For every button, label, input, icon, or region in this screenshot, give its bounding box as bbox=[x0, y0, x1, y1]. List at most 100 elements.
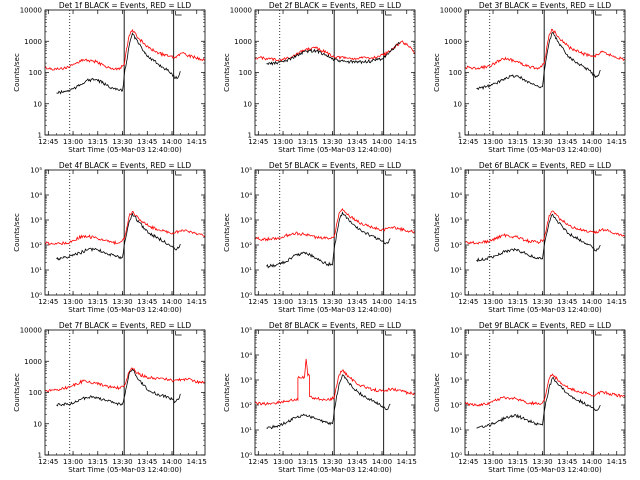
panel-det-2: Det 2f BLACK = Events, RED = LLD 1 10 100 10… bbox=[223, 1, 417, 154]
x-tick-label: 14:00 bbox=[582, 298, 602, 306]
x-tick-label: 14:00 bbox=[162, 298, 182, 306]
y-tick-label: 10¹ bbox=[30, 267, 42, 275]
x-axis-label: Start Time (05-Mar-03 12:40:00) bbox=[68, 306, 182, 314]
x-tick-label: 14:15 bbox=[397, 458, 417, 466]
plot-frame bbox=[44, 329, 206, 456]
y-tick-label: 100 bbox=[29, 389, 42, 397]
x-tick-label: 13:15 bbox=[508, 458, 528, 466]
y-axis-label: Counts/sec bbox=[223, 213, 231, 252]
y-tick-label: 10⁴ bbox=[450, 352, 462, 360]
y-tick-label: 10 bbox=[243, 100, 252, 108]
panel-det-5: Det 5f BLACK = Events, RED = LLD 10⁰ 10¹ 10… bbox=[223, 161, 417, 314]
plot-frame bbox=[44, 9, 206, 136]
corner-marker bbox=[595, 11, 602, 16]
x-tick-label: 13:15 bbox=[298, 138, 318, 146]
y-tick-label: 10⁵ bbox=[240, 167, 252, 175]
lld-series-line bbox=[254, 40, 416, 62]
plot-frame bbox=[464, 329, 626, 456]
x-tick-label: 13:15 bbox=[298, 458, 318, 466]
corner-marker bbox=[595, 171, 602, 176]
y-tick-label: 10⁵ bbox=[30, 167, 42, 175]
events-series-line bbox=[476, 376, 601, 429]
panel-det-7: Det 7f BLACK = Events, RED = LLD 1 10 100 10… bbox=[13, 321, 207, 474]
panel-det-1: Det 1f BLACK = Events, RED = LLD 1 10 100 10… bbox=[13, 1, 207, 154]
y-tick-label: 10⁵ bbox=[240, 327, 252, 335]
y-tick-label: 10¹ bbox=[240, 427, 252, 435]
x-tick-label: 12:45 bbox=[248, 458, 268, 466]
x-tick-label: 13:15 bbox=[298, 298, 318, 306]
panel-title: Det 3f BLACK = Events, RED = LLD bbox=[479, 1, 612, 10]
y-tick-label: 10¹ bbox=[240, 267, 252, 275]
x-tick-label: 13:45 bbox=[347, 458, 367, 466]
x-tick-label: 14:00 bbox=[372, 458, 392, 466]
lld-series-line bbox=[44, 367, 206, 392]
corner-marker bbox=[175, 331, 182, 336]
y-axis-label: Counts/sec bbox=[13, 213, 21, 252]
x-tick-label: 13:00 bbox=[273, 138, 293, 146]
panel-title: Det 4f BLACK = Events, RED = LLD bbox=[59, 161, 192, 170]
events-series-line bbox=[476, 213, 601, 263]
panel-title: Det 8f BLACK = Events, RED = LLD bbox=[269, 321, 402, 330]
y-axis-label: Counts/sec bbox=[433, 213, 441, 252]
y-tick-label: 10² bbox=[450, 402, 462, 410]
y-tick-label: 1000 bbox=[444, 38, 462, 46]
x-tick-label: 13:45 bbox=[347, 138, 367, 146]
x-axis-label: Start Time (05-Mar-03 12:40:00) bbox=[278, 146, 392, 154]
y-tick-label: 10000 bbox=[230, 7, 252, 15]
plot-frame bbox=[464, 9, 626, 136]
plot-frame bbox=[254, 9, 416, 136]
panel-title: Det 5f BLACK = Events, RED = LLD bbox=[269, 161, 402, 170]
y-tick-label: 1 bbox=[38, 132, 42, 140]
x-tick-label: 14:00 bbox=[372, 298, 392, 306]
y-tick-label: 1000 bbox=[24, 38, 42, 46]
x-tick-label: 14:00 bbox=[162, 138, 182, 146]
y-tick-label: 1 bbox=[248, 132, 252, 140]
x-tick-label: 14:00 bbox=[582, 458, 602, 466]
corner-marker bbox=[385, 331, 392, 336]
x-tick-label: 12:45 bbox=[38, 298, 58, 306]
x-tick-label: 13:00 bbox=[273, 458, 293, 466]
x-tick-label: 13:15 bbox=[88, 458, 108, 466]
x-tick-label: 12:45 bbox=[248, 138, 268, 146]
x-tick-label: 13:00 bbox=[483, 138, 503, 146]
x-tick-label: 14:00 bbox=[162, 458, 182, 466]
y-tick-label: 100 bbox=[449, 69, 462, 77]
lld-series-line bbox=[464, 28, 626, 70]
events-series-line bbox=[56, 212, 181, 261]
y-tick-label: 10000 bbox=[20, 7, 42, 15]
x-tick-label: 12:45 bbox=[458, 138, 478, 146]
panel-det-9: Det 9f BLACK = Events, RED = LLD 10⁰ 10¹ 10… bbox=[433, 321, 627, 474]
x-tick-label: 13:30 bbox=[322, 138, 342, 146]
y-tick-label: 10² bbox=[240, 402, 252, 410]
x-tick-label: 14:15 bbox=[607, 298, 627, 306]
x-tick-label: 13:15 bbox=[88, 138, 108, 146]
y-axis-label: Counts/sec bbox=[433, 53, 441, 92]
lld-series-line bbox=[254, 358, 416, 406]
x-tick-label: 13:30 bbox=[322, 458, 342, 466]
x-tick-label: 13:45 bbox=[137, 298, 157, 306]
x-tick-label: 12:45 bbox=[38, 138, 58, 146]
x-tick-label: 12:45 bbox=[38, 458, 58, 466]
panel-det-4: Det 4f BLACK = Events, RED = LLD 10⁰ 10¹ 10… bbox=[13, 161, 207, 314]
y-tick-label: 10³ bbox=[450, 377, 462, 385]
x-tick-label: 13:30 bbox=[322, 298, 342, 306]
x-tick-label: 13:45 bbox=[137, 458, 157, 466]
x-tick-label: 14:15 bbox=[187, 458, 207, 466]
x-tick-label: 13:30 bbox=[532, 458, 552, 466]
x-tick-label: 14:15 bbox=[397, 298, 417, 306]
events-series-line bbox=[266, 374, 391, 430]
lld-series-line bbox=[464, 373, 626, 407]
x-tick-label: 14:15 bbox=[607, 458, 627, 466]
x-tick-label: 12:45 bbox=[458, 458, 478, 466]
x-tick-label: 13:30 bbox=[532, 298, 552, 306]
x-tick-label: 13:45 bbox=[557, 298, 577, 306]
x-axis-label: Start Time (05-Mar-03 12:40:00) bbox=[488, 306, 602, 314]
x-tick-label: 13:00 bbox=[63, 458, 83, 466]
y-tick-label: 10⁰ bbox=[450, 292, 462, 300]
y-tick-label: 100 bbox=[29, 69, 42, 77]
x-tick-label: 13:45 bbox=[557, 138, 577, 146]
x-tick-label: 14:15 bbox=[187, 138, 207, 146]
x-axis-label: Start Time (05-Mar-03 12:40:00) bbox=[68, 466, 182, 474]
x-tick-label: 14:00 bbox=[372, 138, 392, 146]
y-tick-label: 10 bbox=[453, 100, 462, 108]
